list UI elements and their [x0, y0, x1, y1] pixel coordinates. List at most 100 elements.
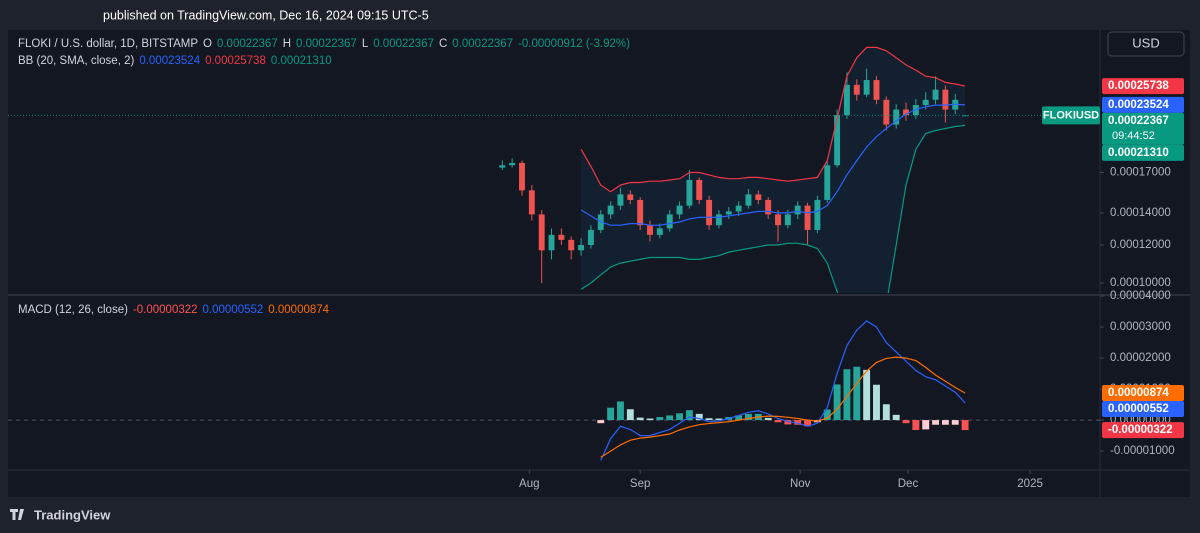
candle-body: [548, 234, 555, 251]
legend-text: 0.00000552: [203, 304, 264, 316]
legend-text: MACD (12, 26, close): [18, 304, 128, 316]
histogram-bar: [951, 420, 959, 425]
histogram-bar: [636, 417, 644, 421]
candle-body: [735, 205, 742, 212]
histogram-bar: [863, 369, 871, 421]
histogram-bar: [882, 404, 890, 421]
price-badge: [1102, 384, 1184, 401]
currency[interactable]: USD: [1132, 35, 1159, 50]
histogram-bar: [784, 420, 792, 425]
histogram-bar: [961, 420, 969, 431]
x-tick-label: Dec: [898, 478, 919, 490]
candle-body: [509, 162, 516, 166]
bb-line: [580, 124, 966, 293]
candle-body: [794, 205, 801, 215]
histogram-bar: [646, 418, 654, 421]
candle-body: [932, 89, 939, 100]
x-tick-label: Aug: [519, 478, 539, 490]
candle-body: [519, 162, 525, 191]
y-tick-label: 0.00014000: [1110, 207, 1171, 219]
y-tick-label: 0.00002000: [1110, 352, 1171, 364]
footer-brand: TradingView: [34, 507, 111, 522]
x-tick-label: 2025: [1017, 478, 1043, 490]
legend-text: 0.00022367: [217, 38, 278, 50]
legend-text: -0.00000912 (-3.92%): [518, 38, 630, 50]
candle-body: [647, 225, 653, 235]
histogram-bar: [912, 420, 920, 431]
histogram-bar: [656, 416, 664, 421]
histogram-bar: [607, 407, 615, 421]
legend-text: 0.00021310: [271, 55, 332, 67]
histogram-bar: [705, 418, 713, 421]
histogram-bar: [843, 369, 851, 421]
candle-body: [538, 214, 545, 251]
candle-body: [853, 84, 860, 95]
legend-text: H: [283, 38, 291, 50]
candle-body: [676, 205, 683, 215]
histogram-bar: [764, 417, 772, 421]
candle-body: [607, 205, 614, 215]
legend-text: -0.00000322: [133, 304, 198, 316]
price-badge-label: 0.00021310: [1108, 147, 1169, 159]
histogram-bar: [695, 413, 703, 421]
histogram-bar: [873, 384, 880, 421]
histogram-bar: [941, 420, 949, 425]
legend-text: C: [439, 38, 447, 50]
y-tick-label: 0.00003000: [1110, 321, 1171, 333]
y-tick-label: 0.00012000: [1110, 239, 1171, 251]
candle-body: [617, 194, 624, 206]
candle-body: [715, 214, 722, 226]
histogram-bar: [676, 413, 683, 421]
price-badge: [1102, 422, 1184, 439]
symbol-tag: FLOKIUSD: [1043, 109, 1099, 121]
y-tick-label: 0.00017000: [1110, 167, 1171, 179]
price-badge: [1102, 78, 1184, 95]
candle-body: [725, 211, 732, 215]
y-tick-label: 0.00010000: [1110, 277, 1171, 289]
x-tick-label: Nov: [790, 478, 811, 490]
publish-note: published on TradingView.com, Dec 16, 20…: [103, 8, 429, 22]
price-badge-label: 0.00025738: [1108, 80, 1169, 92]
symbol-tag-bg: [1042, 106, 1100, 125]
macd-pane: [8, 320, 1100, 461]
histogram-bar: [735, 415, 743, 421]
candle-body: [893, 109, 900, 125]
histogram-bar: [745, 413, 752, 421]
price-badge: [1102, 400, 1184, 417]
histogram-bar: [626, 409, 634, 421]
candle-body: [942, 89, 949, 110]
price-badge-label: 0.00023524: [1108, 99, 1169, 111]
histogram-bar: [794, 420, 802, 425]
candle-body: [637, 199, 644, 226]
legend-text: 0.00022367: [452, 38, 513, 50]
candle-body: [775, 214, 781, 226]
histogram-bar: [666, 415, 674, 421]
histogram-bar: [853, 366, 861, 421]
bb-line: [580, 46, 966, 193]
price-badge-label: -0.00000322: [1108, 424, 1173, 436]
legend-text: 0.00022367: [373, 38, 434, 50]
histogram-bar: [715, 418, 723, 421]
histogram-bar: [804, 420, 811, 427]
legend-text: L: [362, 38, 369, 50]
price-badge-label: 0.00000552: [1108, 403, 1169, 415]
macd-line: [600, 356, 966, 458]
histogram-bar: [833, 384, 841, 421]
y-tick-label: 0.00004000: [1110, 290, 1171, 302]
candle-body: [528, 190, 535, 215]
macd-line: [600, 320, 966, 461]
candle-body: [883, 99, 890, 125]
currency-button[interactable]: [1107, 31, 1185, 57]
candle-body: [873, 80, 880, 100]
histogram-bar: [922, 420, 930, 430]
candle-body: [834, 115, 841, 166]
countdown: 09:44:52: [1112, 130, 1155, 142]
histogram-bar: [932, 420, 940, 425]
histogram-bar: [823, 409, 831, 421]
histogram-bar: [774, 420, 782, 423]
legend-text: FLOKI / U.S. dollar, 1D, BITSTAMP: [18, 38, 198, 50]
candle-body: [656, 228, 663, 235]
candle-body: [922, 99, 929, 106]
band-fill: [581, 47, 966, 293]
